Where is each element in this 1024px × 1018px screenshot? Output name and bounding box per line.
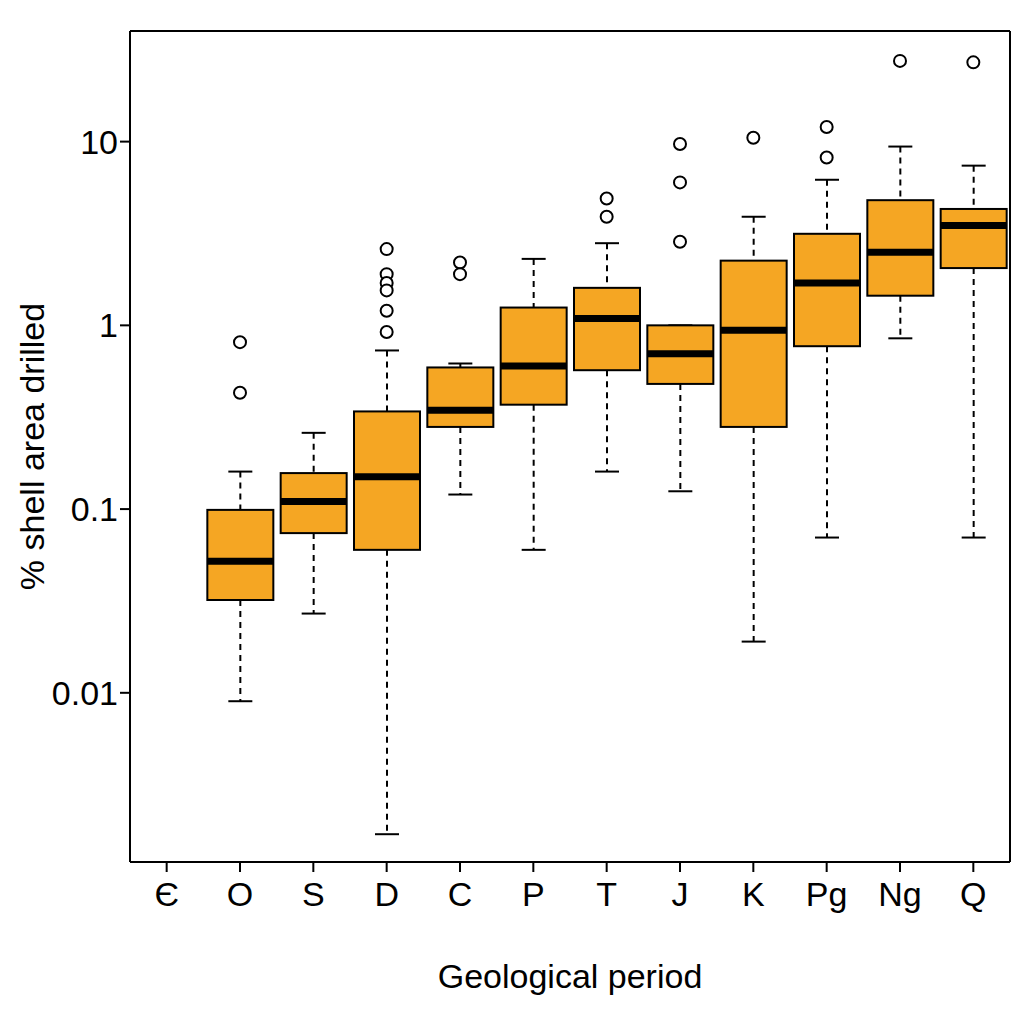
svg-text:1: 1 bbox=[99, 306, 118, 344]
svg-text:% shell area drilled: % shell area drilled bbox=[13, 303, 51, 590]
svg-text:Pg: Pg bbox=[806, 875, 848, 913]
svg-text:P: P bbox=[522, 875, 545, 913]
svg-text:10: 10 bbox=[80, 123, 118, 161]
svg-text:S: S bbox=[302, 875, 325, 913]
svg-text:0.1: 0.1 bbox=[71, 490, 118, 528]
svg-text:C: C bbox=[448, 875, 473, 913]
svg-text:Q: Q bbox=[960, 875, 986, 913]
svg-text:J: J bbox=[672, 875, 689, 913]
svg-text:K: K bbox=[742, 875, 765, 913]
svg-text:T: T bbox=[596, 875, 617, 913]
svg-text:Ng: Ng bbox=[878, 875, 921, 913]
svg-text:Geological period: Geological period bbox=[438, 957, 703, 995]
svg-text:Є: Є bbox=[154, 875, 178, 913]
svg-text:O: O bbox=[227, 875, 253, 913]
svg-text:0.01: 0.01 bbox=[52, 674, 118, 712]
svg-text:D: D bbox=[374, 875, 399, 913]
